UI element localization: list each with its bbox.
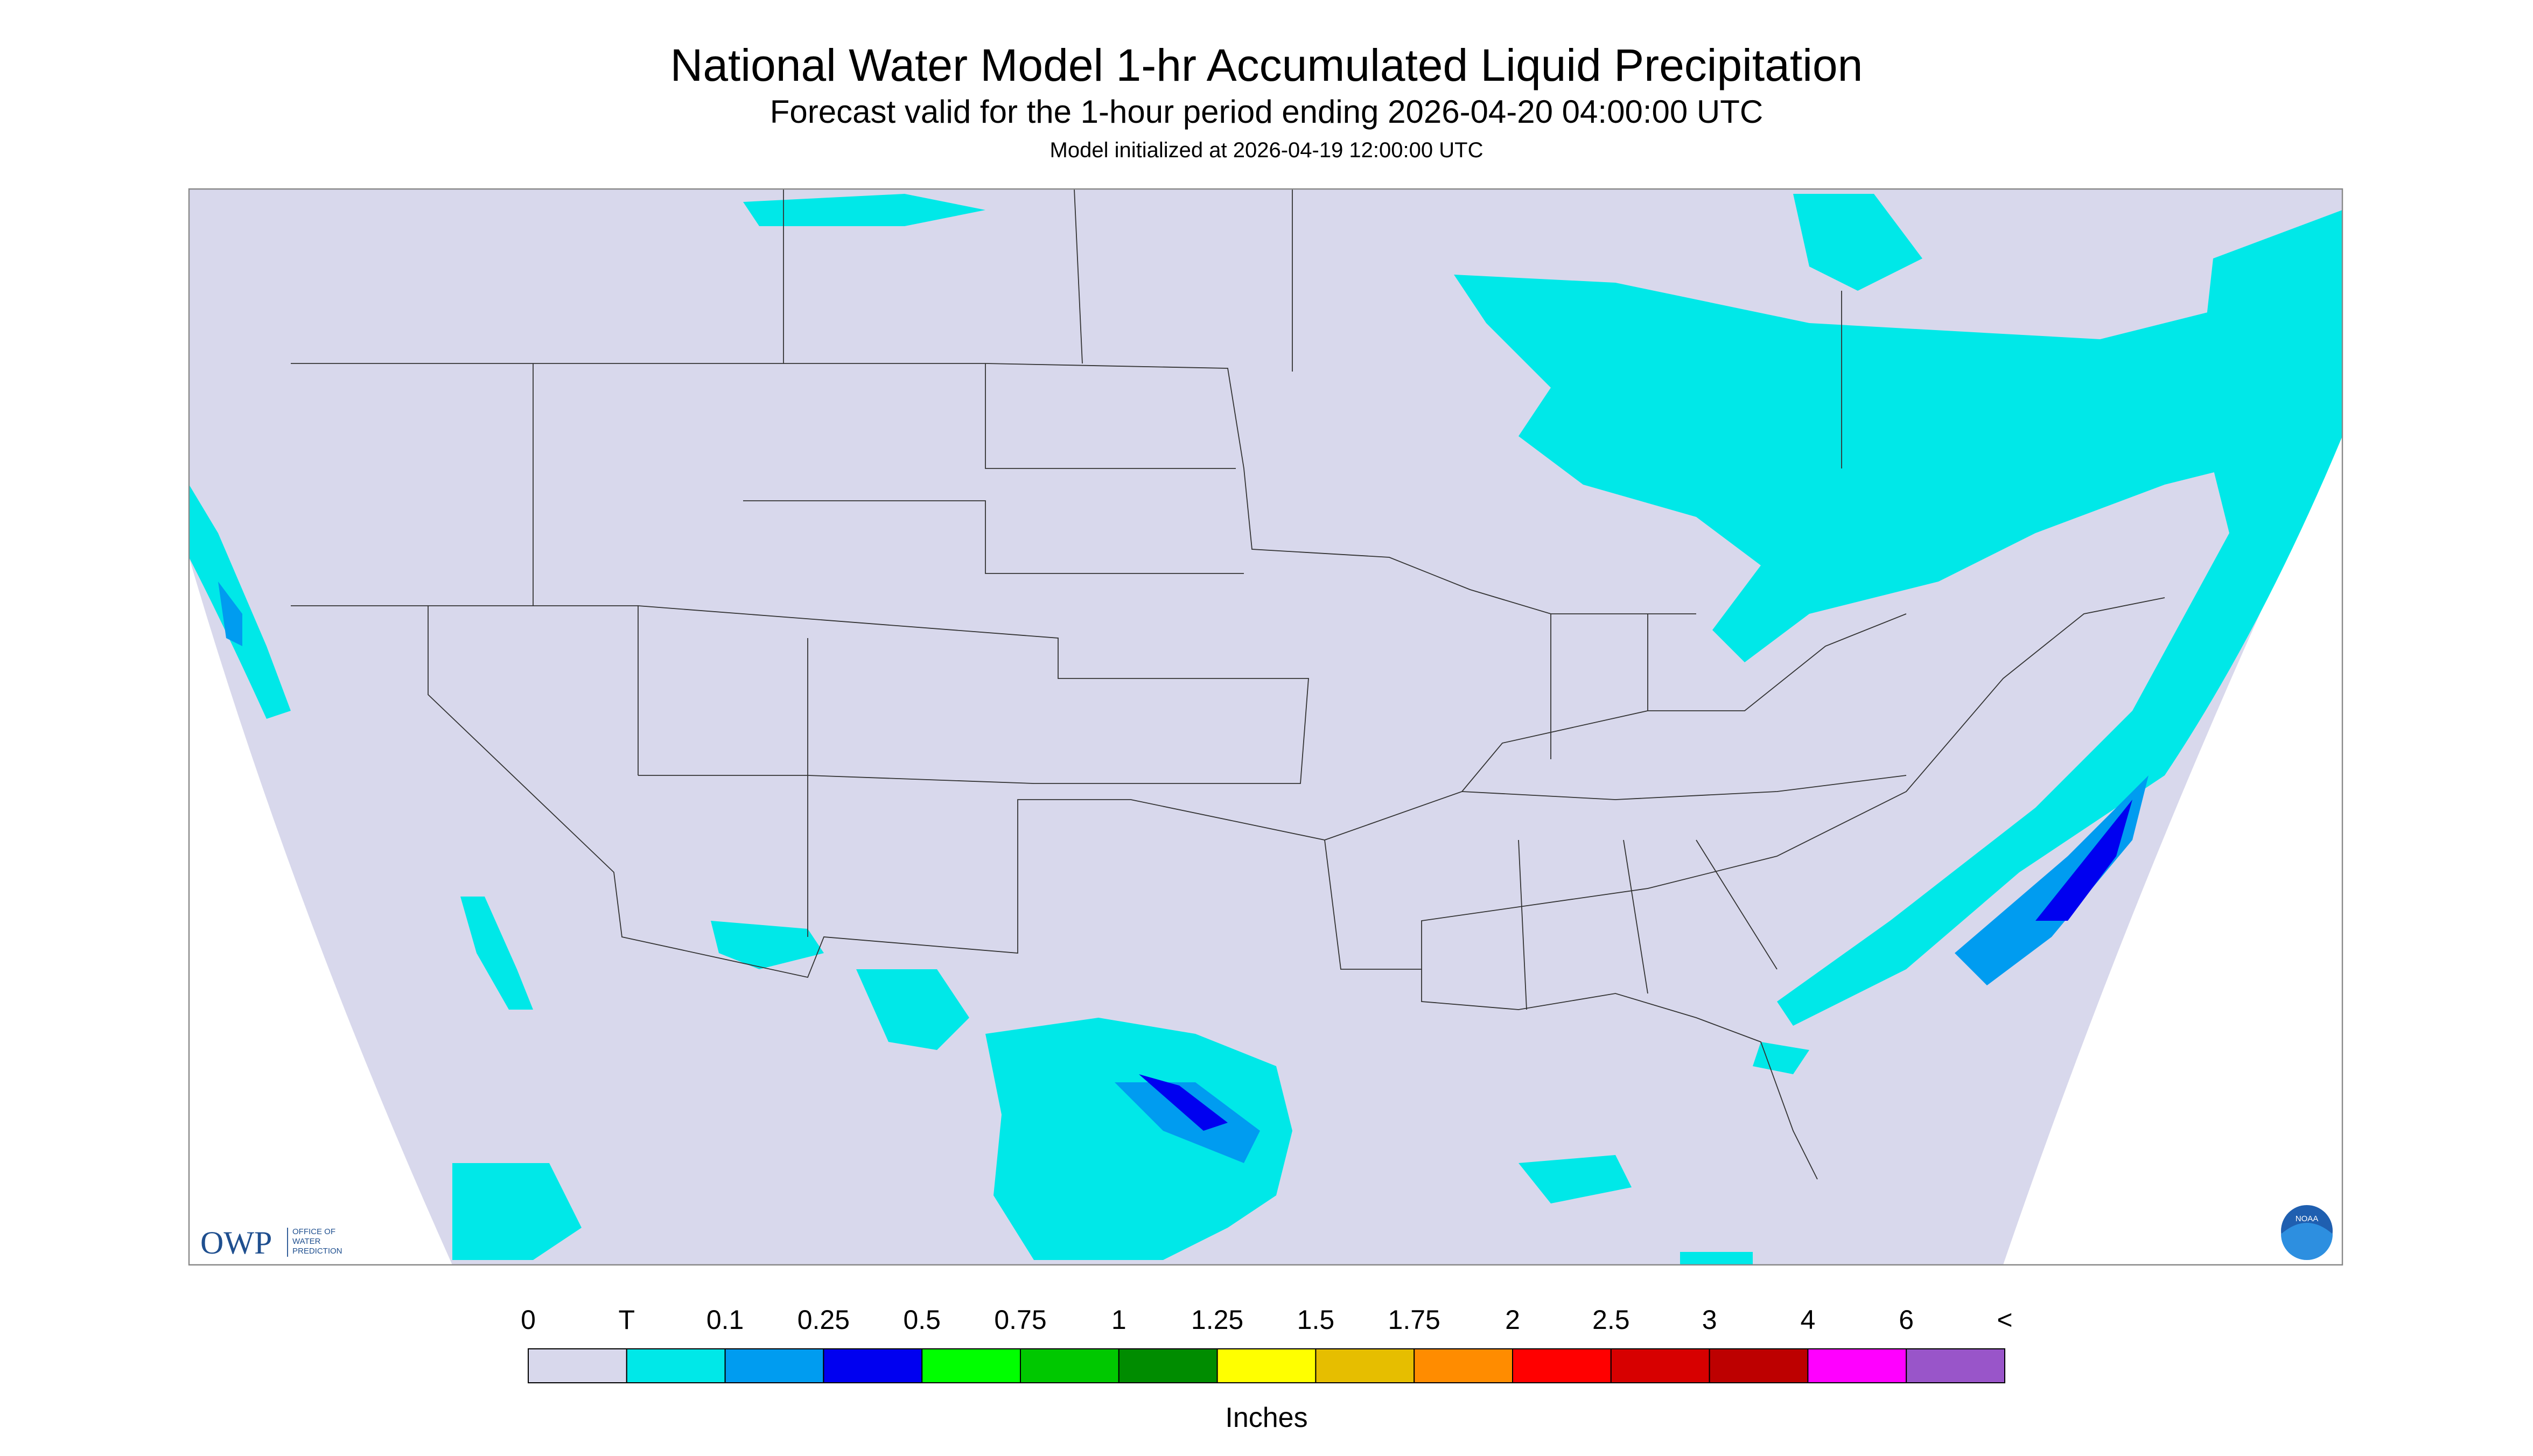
legend-label: 6 [1899, 1305, 1914, 1335]
legend-swatch [528, 1348, 627, 1383]
legend-swatch [1709, 1348, 1809, 1383]
legend-swatch [823, 1348, 923, 1383]
legend-label: 3 [1702, 1305, 1717, 1335]
init-time: Model initialized at 2026-04-19 12:00:00… [1050, 138, 1484, 162]
legend-unit: Inches [1225, 1402, 1307, 1433]
owp-text: OFFICE OF [292, 1227, 335, 1236]
precip-light [218, 582, 2149, 1163]
legend-swatch [1315, 1348, 1415, 1383]
legend-label: 0.1 [706, 1305, 744, 1335]
map: OWP OFFICE OF WATER PREDICTION NOAA [188, 188, 2343, 1266]
legend-swatch [1118, 1348, 1218, 1383]
owp-text: WATER [292, 1237, 321, 1246]
legend-label: 2 [1505, 1305, 1520, 1335]
legend-swatch [1906, 1348, 2005, 1383]
legend-label: 0.75 [994, 1305, 1046, 1335]
legend-swatch [724, 1348, 824, 1383]
legend-label: 1.25 [1191, 1305, 1243, 1335]
map-frame [188, 188, 2343, 1266]
owp-text: PREDICTION [292, 1247, 342, 1256]
legend-swatch [1807, 1348, 1907, 1383]
legend-swatch [1414, 1348, 1513, 1383]
legend-label: 2.5 [1592, 1305, 1630, 1335]
subtitle: Forecast valid for the 1-hour period end… [770, 94, 1763, 130]
legend-swatch [1216, 1348, 1317, 1383]
precip-trace [189, 194, 2342, 1265]
owp-logo: OWP [200, 1225, 272, 1261]
precip-moderate [1139, 800, 2132, 1131]
legend-swatch [1610, 1348, 1710, 1383]
legend-label: 1 [1111, 1305, 1126, 1335]
legend-label: 1.75 [1388, 1305, 1440, 1335]
legend-swatch [1020, 1348, 1119, 1383]
legend-label: 1.5 [1297, 1305, 1335, 1335]
noaa-text: NOAA [2296, 1214, 2319, 1223]
legend-label: 0 [521, 1305, 536, 1335]
legend-label: T [619, 1305, 635, 1335]
noaa-logo-wave [2281, 1223, 2333, 1260]
legend-label: 4 [1800, 1305, 1815, 1335]
legend-label: 0.25 [797, 1305, 850, 1335]
legend-swatch [1512, 1348, 1612, 1383]
legend: 0 T 0.1 0.25 0.5 0.75 1 1.25 1.5 1.75 2 2.5 3 4 6 < [521, 1305, 2013, 1383]
legend-label: 0.5 [903, 1305, 941, 1335]
legend-swatch [626, 1348, 726, 1383]
legend-swatch [921, 1348, 1021, 1383]
legend-label: < [1997, 1305, 2012, 1335]
title: National Water Model 1-hr Accumulated Li… [670, 40, 1863, 90]
boundaries [291, 188, 2165, 1180]
